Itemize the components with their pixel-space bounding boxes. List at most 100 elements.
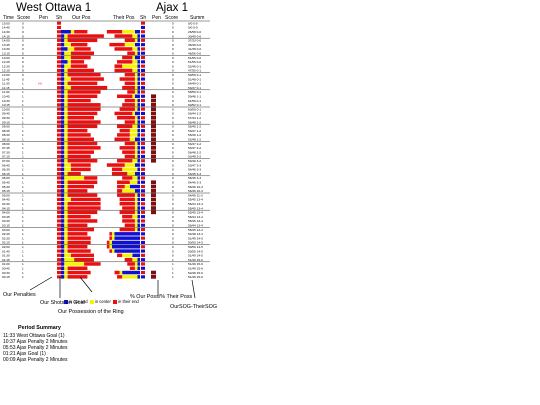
legend-their-end-swatch — [113, 299, 118, 304]
their-penalty-mark — [151, 180, 156, 185]
their-shot-mark — [141, 219, 145, 223]
their-shot-mark — [141, 30, 145, 34]
their-pos-bar — [134, 197, 138, 202]
our-score-label: 1 — [22, 245, 24, 249]
their-shot-mark — [141, 64, 145, 68]
col-header-score-away: Score — [165, 15, 179, 21]
annotation-penalties: Our Penalties — [3, 292, 36, 298]
our-pos-bar — [64, 94, 68, 98]
summary-label: 53/45 3-3 — [188, 172, 201, 176]
shot-mark — [57, 133, 61, 137]
their-pos-bar — [137, 197, 140, 202]
our-pos-bar — [67, 68, 94, 73]
summary-label: 50/50 14-5 — [188, 241, 203, 245]
their-pos-bar — [124, 38, 135, 43]
our-pos-bar — [67, 189, 88, 193]
our-pos-bar — [67, 214, 91, 219]
summary-label: 56/48 2-2 — [188, 150, 201, 154]
our-pos-bar — [67, 266, 88, 270]
shot-mark — [57, 176, 61, 180]
our-pos-bar — [67, 81, 98, 86]
their-pos-bar — [114, 236, 140, 240]
our-score-label: 1 — [22, 129, 24, 133]
our-pos-bar — [61, 193, 65, 197]
their-score-label: 0 — [172, 241, 174, 245]
our-pos-bar — [61, 236, 65, 240]
our-pos-bar — [64, 197, 71, 202]
time-label: 00:30 — [2, 271, 10, 275]
their-pos-bar — [137, 146, 140, 150]
our-pos-bar — [61, 232, 65, 236]
shot-mark — [57, 159, 61, 163]
their-pos-bar — [129, 128, 138, 133]
our-pos-bar — [64, 137, 68, 141]
time-label: 10:00 — [2, 107, 10, 111]
our-pos-bar — [61, 257, 65, 262]
their-score-label: 0 — [172, 211, 174, 215]
our-pos-bar — [67, 210, 98, 215]
their-penalty-mark — [151, 120, 156, 124]
their-pos-bar — [129, 266, 135, 270]
our-pos-bar — [70, 163, 91, 167]
our-pos-bar — [67, 98, 91, 103]
their-pos-bar — [137, 107, 140, 111]
summary-event: 11:33 West Ottawa Goal (1) — [3, 333, 65, 339]
their-pos-bar — [134, 107, 138, 111]
our-score-label: 1 — [22, 125, 24, 129]
col-header-pen-away: Pen — [152, 15, 161, 21]
time-label: 06:45 — [2, 163, 10, 167]
our-pos-bar — [64, 51, 71, 55]
their-pos-bar — [132, 253, 140, 258]
our-pos-bar — [64, 202, 68, 206]
their-shot-mark — [141, 258, 145, 262]
our-pos-bar — [64, 128, 68, 133]
our-score-label: 1 — [22, 241, 24, 245]
their-pos-bar — [137, 206, 140, 210]
time-label: 09:15 — [2, 120, 10, 124]
their-pos-bar — [134, 51, 138, 55]
our-pos-bar — [67, 236, 91, 240]
time-label: 14:30 — [2, 30, 10, 34]
shot-mark — [57, 167, 61, 171]
their-penalty-mark — [151, 206, 156, 210]
our-pos-bar — [70, 55, 91, 60]
summary-label: 55/45 13-4 — [188, 228, 203, 232]
their-shot-mark — [141, 124, 145, 128]
their-pos-bar — [124, 184, 130, 189]
shot-mark — [57, 56, 61, 60]
their-pos-bar — [117, 275, 123, 279]
our-pos-bar — [64, 245, 68, 249]
their-pos-bar — [137, 103, 140, 107]
our-pos-bar — [64, 68, 68, 73]
our-score-label: 1 — [22, 107, 24, 111]
time-label: 03:45 — [2, 215, 10, 219]
their-pos-bar — [137, 210, 140, 215]
our-pos-bar — [67, 275, 88, 279]
their-shot-mark — [141, 129, 145, 133]
our-pos-bar — [67, 116, 94, 120]
our-pos-bar — [64, 55, 71, 60]
time-label: 08:15 — [2, 138, 10, 142]
our-score-label: 0 — [22, 69, 24, 73]
their-penalty-mark — [151, 111, 156, 116]
time-label: 03:15 — [2, 224, 10, 228]
our-pos-bar — [61, 167, 65, 172]
their-pos-bar — [106, 245, 110, 249]
their-score-label: 1 — [172, 267, 174, 271]
their-score-label: 0 — [172, 254, 174, 258]
their-shot-mark — [141, 146, 145, 150]
their-pos-bar — [137, 193, 140, 197]
our-score-label: 0 — [22, 52, 24, 56]
their-pos-bar — [111, 171, 128, 176]
their-score-label: 0 — [172, 129, 174, 133]
their-pos-bar — [137, 90, 140, 94]
our-pos-bar — [64, 90, 68, 94]
away-team-title: Ajax 1 — [156, 2, 188, 14]
our-score-label: 1 — [22, 163, 24, 167]
our-pos-bar — [84, 262, 101, 266]
annotation-possession: Our Possession of the Ring — [58, 309, 124, 315]
time-label: 12:15 — [2, 69, 10, 73]
their-shot-mark — [141, 266, 145, 270]
our-score-label: 1 — [22, 90, 24, 94]
summary-label: 53/48 2-2 — [188, 155, 201, 159]
